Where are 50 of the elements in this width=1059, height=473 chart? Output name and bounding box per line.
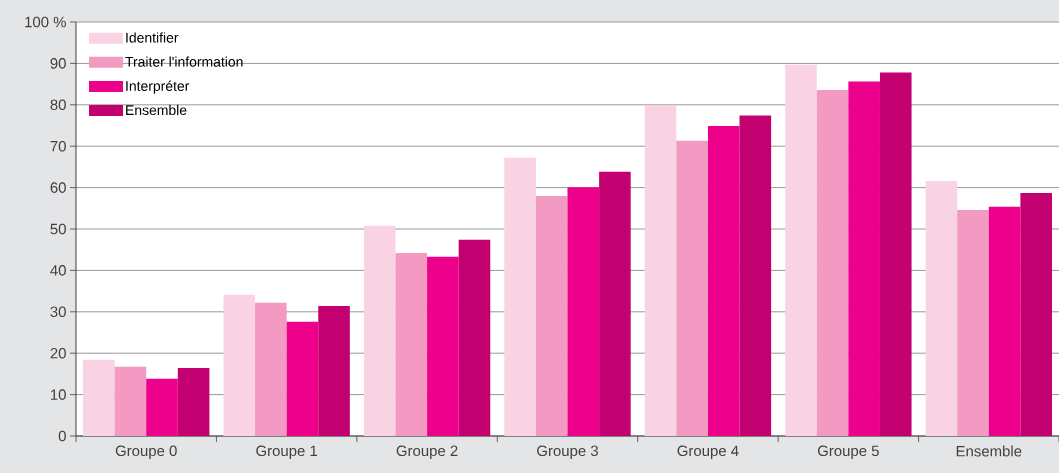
bar <box>739 115 772 436</box>
bar <box>114 366 147 436</box>
x-tick-label: Groupe 5 <box>817 445 879 460</box>
bar <box>785 64 817 436</box>
bar <box>458 239 491 436</box>
legend-label: Interpréter <box>126 80 190 94</box>
y-tick-label: 100 % <box>25 16 66 28</box>
bar <box>177 368 210 436</box>
bar <box>707 125 740 436</box>
bar <box>427 256 459 436</box>
x-tick-label: Groupe 3 <box>537 445 598 460</box>
bar <box>957 209 989 436</box>
y-tick-label: 90 <box>50 58 66 69</box>
y-tick-label: 50 <box>50 223 66 235</box>
x-tick-label: Groupe 4 <box>677 445 739 460</box>
bar <box>535 195 568 436</box>
bar <box>848 81 880 436</box>
legend-label: Ensemble <box>126 104 187 116</box>
bar <box>988 206 1021 436</box>
y-tick-label: 60 <box>50 182 66 193</box>
bar <box>363 225 396 436</box>
bar <box>255 302 287 436</box>
y-tick-label: 40 <box>50 265 66 276</box>
legend-label: Traiter l'information <box>125 56 243 67</box>
bar <box>83 359 115 436</box>
y-tick-label: 80 <box>50 99 66 111</box>
bar <box>644 105 677 436</box>
x-tick-label: Ensemble <box>956 445 1022 457</box>
bar <box>676 140 708 436</box>
bar <box>879 72 912 436</box>
y-tick-label: 70 <box>50 140 66 152</box>
y-tick-label: 10 <box>51 389 66 400</box>
bar <box>286 321 319 436</box>
x-tick-label: Groupe 2 <box>396 445 458 460</box>
legend-label: Identifier <box>126 32 179 43</box>
bar <box>395 253 428 436</box>
bar <box>504 157 536 436</box>
y-tick-label: 20 <box>50 347 66 359</box>
bar <box>318 306 350 436</box>
x-tick-label: Groupe 1 <box>256 445 318 460</box>
bar <box>1020 192 1052 436</box>
bar <box>567 187 600 436</box>
y-tick-label: 0 <box>58 430 66 442</box>
bar <box>925 180 958 436</box>
bar <box>146 378 178 436</box>
bar <box>599 171 631 436</box>
y-tick-label: 30 <box>50 306 66 318</box>
bar <box>816 89 849 436</box>
x-tick-label: Groupe 0 <box>115 445 177 460</box>
bar <box>223 294 256 436</box>
